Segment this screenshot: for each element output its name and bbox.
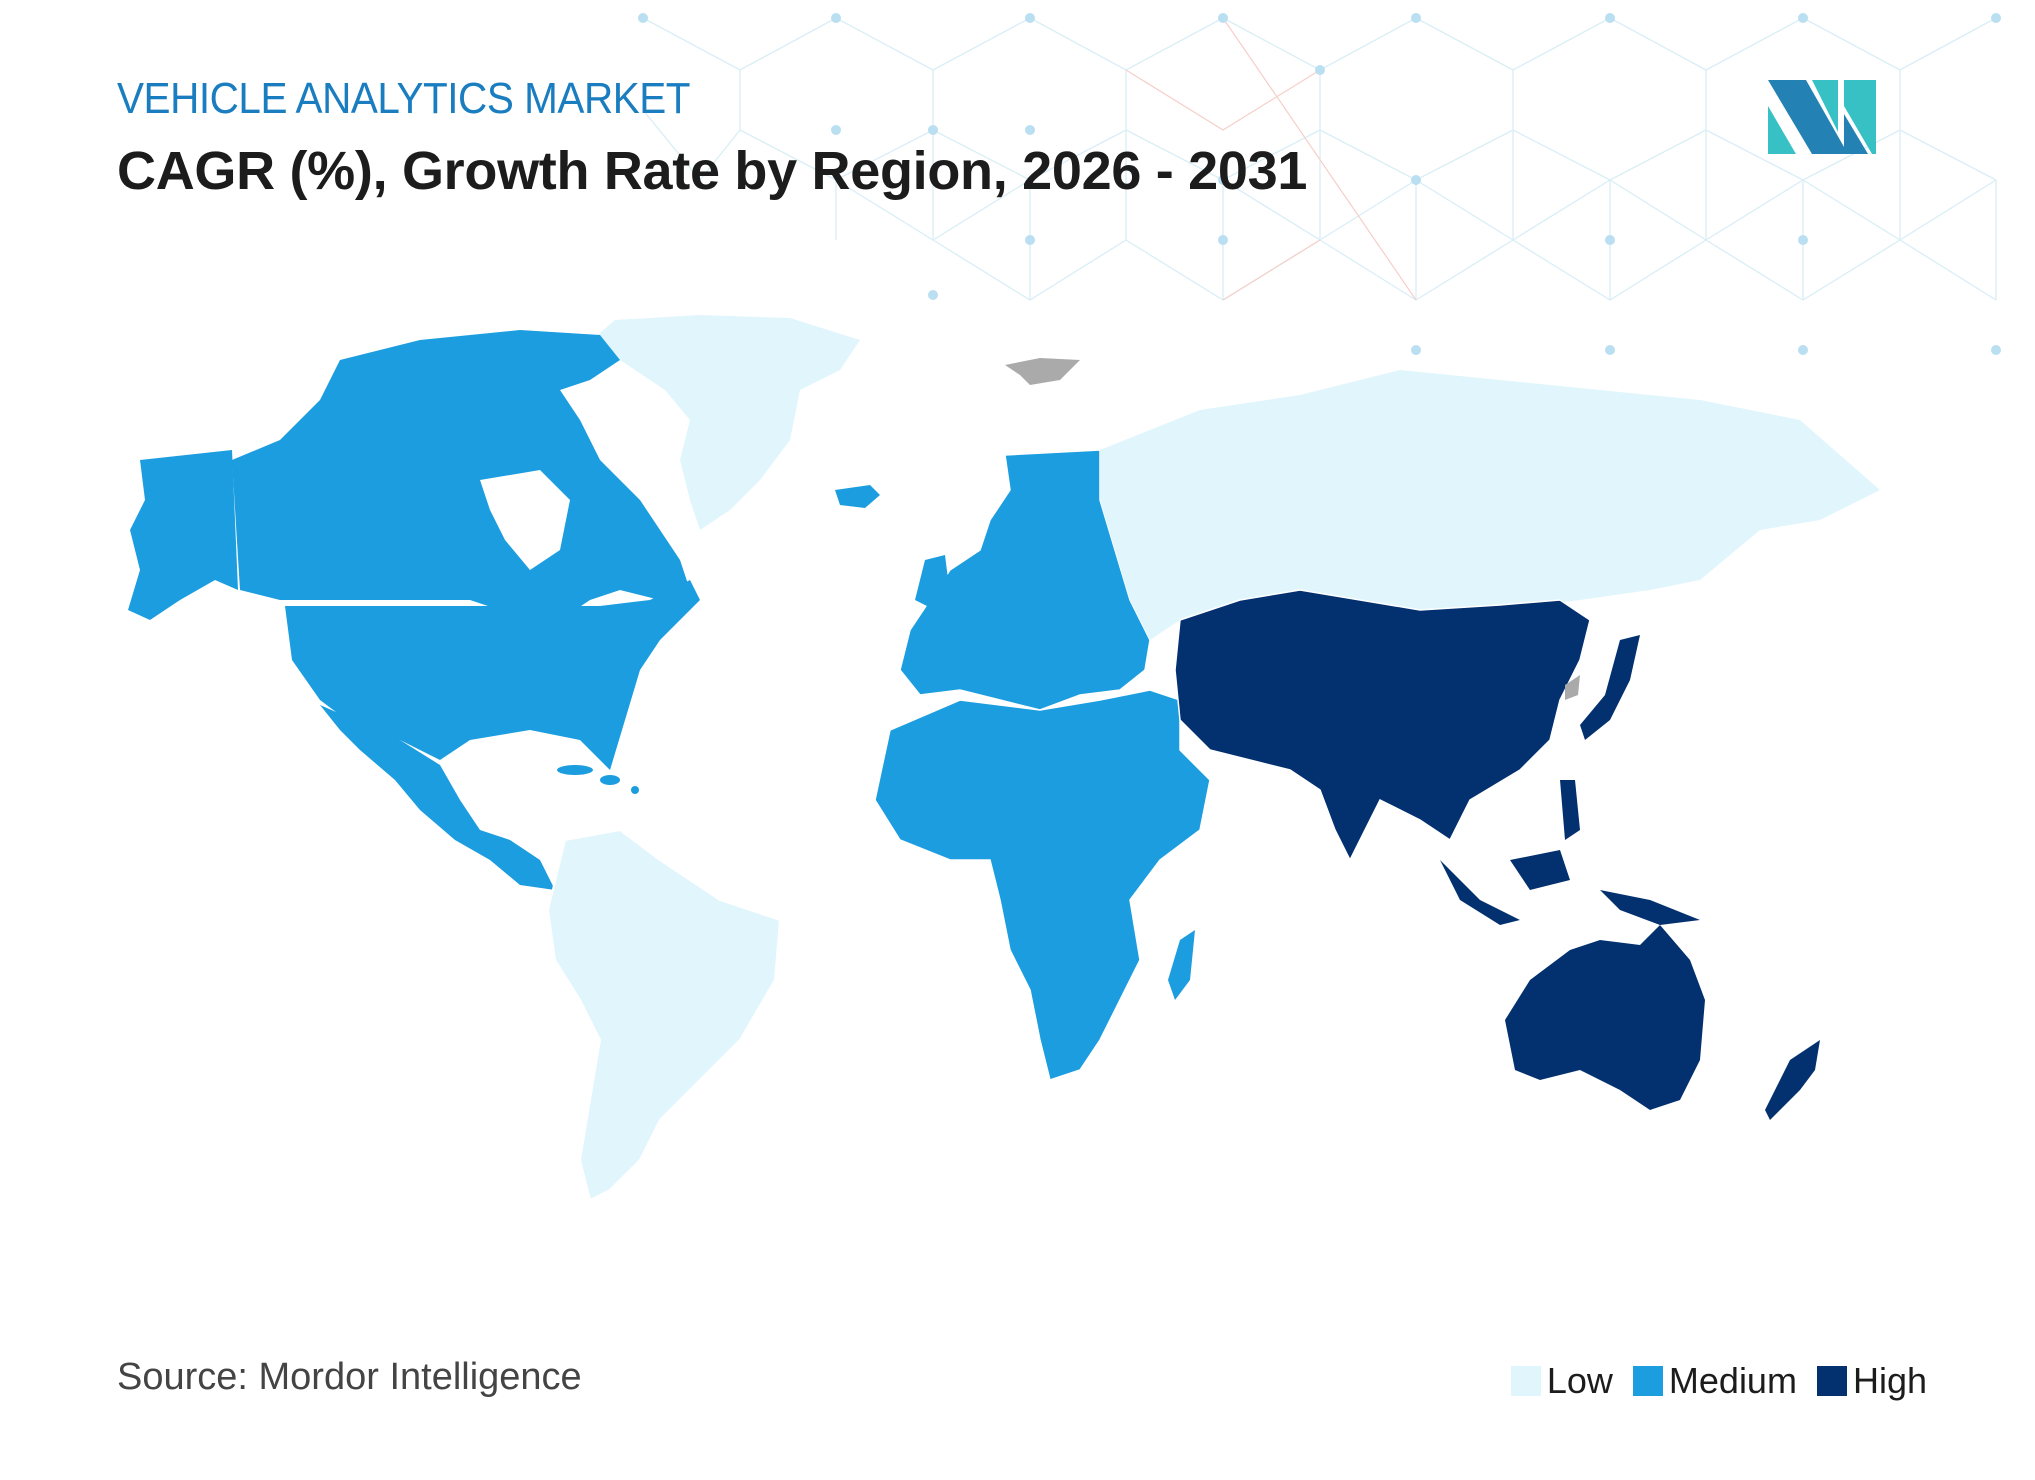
region-south-america[interactable]: [546, 828, 782, 1200]
legend-item-high: High: [1816, 1360, 1927, 1402]
world-choropleth-map: [128, 315, 1880, 1200]
region-usa[interactable]: [285, 580, 700, 770]
region-australia[interactable]: [1505, 925, 1705, 1110]
region-iceland[interactable]: [835, 485, 880, 508]
chart-title: CAGR (%), Growth Rate by Region, 2026 - …: [117, 141, 1308, 201]
region-caribbean[interactable]: [557, 765, 639, 794]
region-europe[interactable]: [899, 449, 1151, 711]
source-attribution: Source: Mordor Intelligence: [117, 1356, 582, 1398]
region-asia-pacific[interactable]: [1174, 589, 1591, 862]
legend-item-low: Low: [1510, 1360, 1613, 1402]
region-new-zealand[interactable]: [1765, 1040, 1820, 1120]
header: VEHICLE ANALYTICS MARKET CAGR (%), Growt…: [117, 72, 1307, 204]
legend: Low Medium High: [1510, 1360, 1927, 1402]
hudson-bay: [480, 470, 570, 570]
region-mexico-central-america[interactable]: [320, 705, 555, 890]
legend-swatch-medium: [1632, 1366, 1663, 1396]
market-subtitle: VEHICLE ANALYTICS MARKET: [117, 74, 691, 123]
region-russia[interactable]: [1100, 370, 1880, 640]
region-middle-east-africa[interactable]: [874, 689, 1211, 1081]
no-data-north-korea: [1565, 675, 1580, 700]
region-southeast-asia-islands[interactable]: [1440, 780, 1700, 925]
region-alaska[interactable]: [128, 450, 238, 620]
region-uk-ireland[interactable]: [915, 555, 950, 610]
legend-label-high: High: [1852, 1360, 1927, 1401]
mordor-intelligence-logo-icon: [1768, 80, 1876, 154]
legend-label-medium: Medium: [1668, 1360, 1797, 1401]
region-canada[interactable]: [232, 330, 690, 630]
region-greenland[interactable]: [580, 315, 860, 530]
legend-swatch-low: [1510, 1366, 1541, 1396]
region-madagascar[interactable]: [1168, 930, 1195, 1000]
legend-item-medium: Medium: [1632, 1360, 1797, 1402]
legend-swatch-high: [1816, 1366, 1847, 1396]
legend-label-low: Low: [1546, 1360, 1613, 1401]
no-data-arctic-islands: [1005, 358, 1080, 385]
region-japan[interactable]: [1580, 635, 1640, 740]
background-network-pattern: [638, 13, 2001, 355]
